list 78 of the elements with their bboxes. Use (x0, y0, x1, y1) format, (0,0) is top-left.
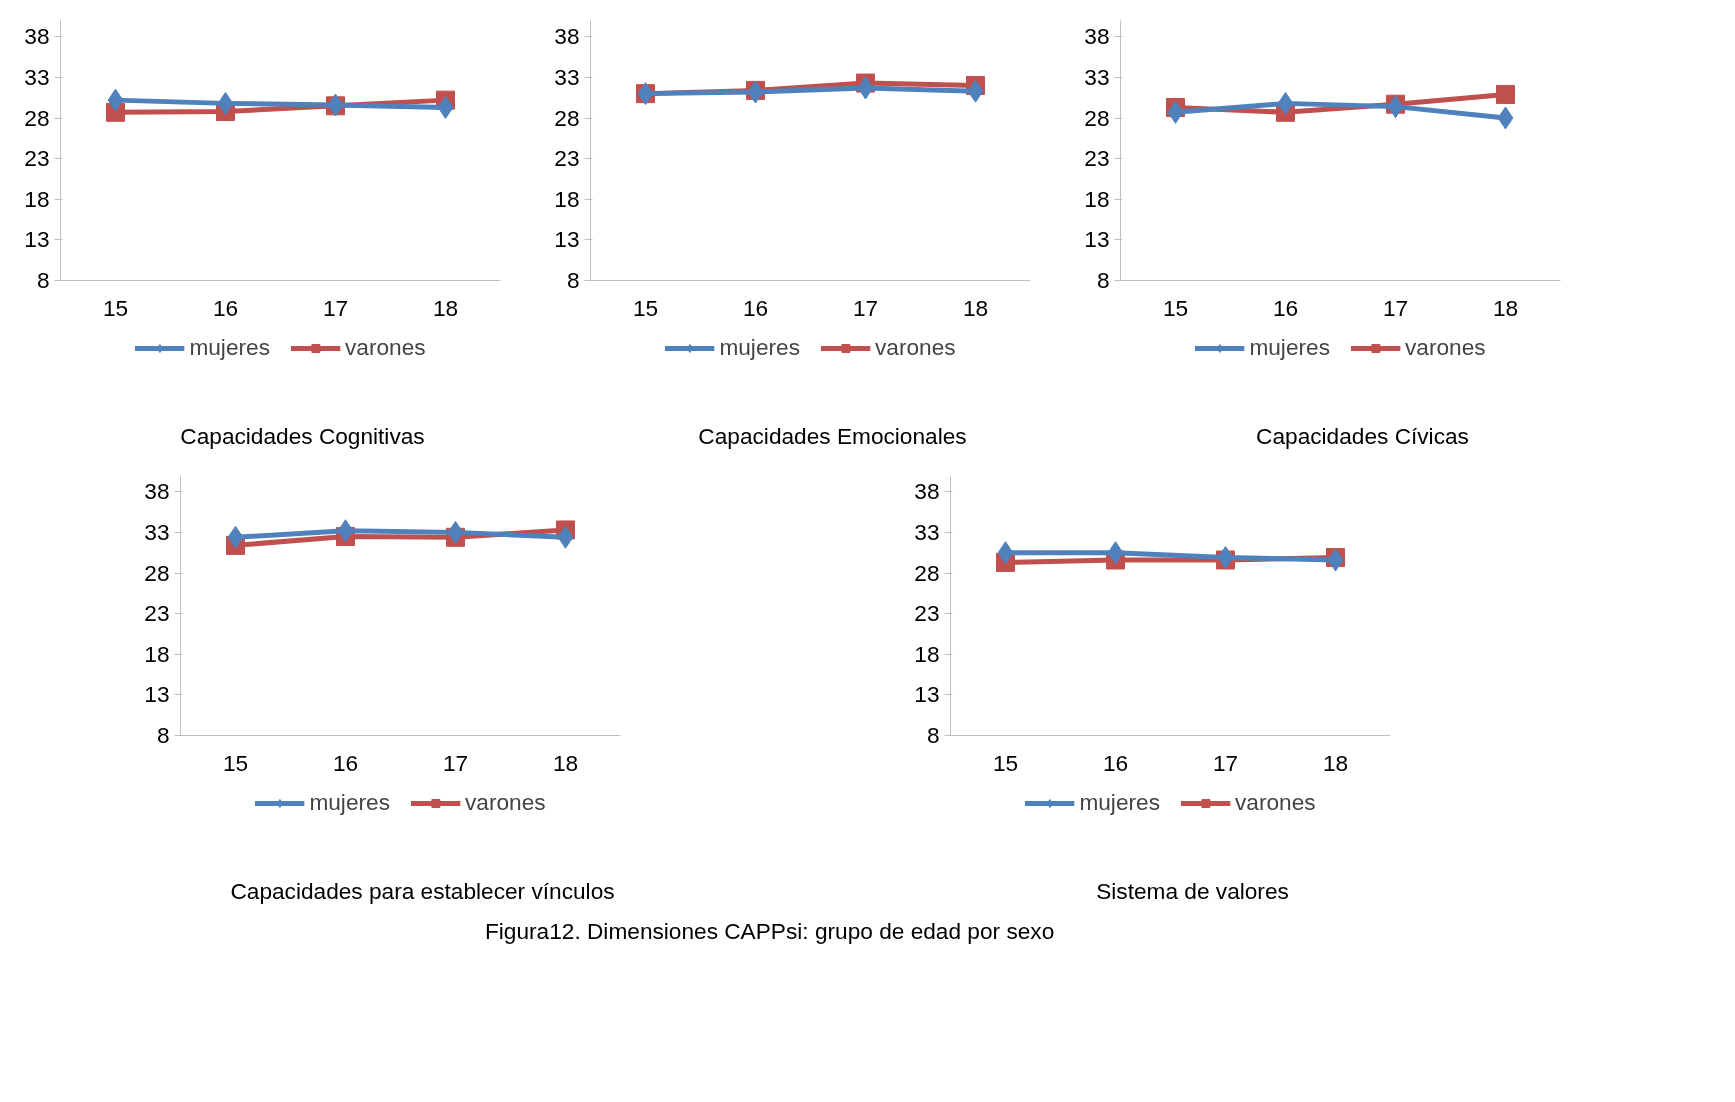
point (1497, 106, 1514, 130)
text: Capacidades para establecer vínculos (230, 878, 615, 905)
x-tick-label: 15 (222, 749, 249, 776)
y-tick-label: 18 (144, 640, 170, 667)
y-tick-label: 28 (24, 104, 50, 131)
x-tick-label: 15 (992, 749, 1019, 776)
x-tick-label: 18 (1322, 749, 1349, 776)
y-tick-label: 18 (24, 185, 50, 212)
text: Sistema de valores (1096, 878, 1289, 905)
point (1167, 100, 1184, 124)
point (1277, 91, 1294, 115)
y-tick-label: 13 (554, 226, 580, 253)
x-tick-label: 17 (1212, 749, 1239, 776)
y-tick-label: 13 (1084, 226, 1110, 253)
x-tick-label: 17 (1382, 294, 1409, 321)
y-tick-label: 33 (1084, 63, 1110, 90)
y-tick-label: 23 (24, 145, 50, 172)
legend-label: varones (874, 334, 956, 361)
point (217, 91, 234, 115)
x-tick-label: 16 (742, 294, 769, 321)
y-tick-label: 8 (156, 722, 170, 748)
x-tick-label: 18 (1492, 294, 1519, 321)
y-tick-label: 23 (1084, 145, 1110, 172)
y-tick-label: 8 (1096, 267, 1110, 293)
y-tick-label: 38 (554, 23, 580, 50)
legend-label: mujeres (189, 334, 270, 361)
legend-label: varones (1234, 789, 1316, 816)
y-tick-label: 28 (914, 559, 940, 586)
y-tick-label: 33 (914, 518, 940, 545)
y-tick-label: 23 (554, 145, 580, 172)
y-tick-label: 8 (926, 722, 940, 748)
x-tick-label: 17 (442, 749, 469, 776)
y-tick-label: 13 (914, 681, 940, 708)
legend-label: mujeres (1079, 789, 1160, 816)
text: Capacidades Cognitivas (180, 423, 425, 450)
y-tick-label: 13 (144, 681, 170, 708)
x-tick-label: 15 (632, 294, 659, 321)
legend-label: varones (344, 334, 426, 361)
y-tick-label: 28 (554, 104, 580, 131)
y-tick-label: 38 (24, 23, 50, 50)
y-tick-label: 18 (914, 640, 940, 667)
point (1496, 84, 1515, 104)
y-tick-label: 33 (24, 63, 50, 90)
x-tick-label: 15 (1162, 294, 1189, 321)
y-tick-label: 18 (1084, 185, 1110, 212)
x-tick-label: 16 (212, 294, 239, 321)
point (437, 95, 454, 119)
y-tick-label: 33 (144, 518, 170, 545)
x-tick-label: 16 (1272, 294, 1299, 321)
legend-label: mujeres (719, 334, 800, 361)
y-tick-label: 23 (144, 600, 170, 627)
point (1387, 95, 1404, 119)
x-tick-label: 18 (432, 294, 459, 321)
legend-label: varones (1404, 334, 1486, 361)
y-tick-label: 38 (1084, 23, 1110, 50)
y-tick-label: 28 (1084, 104, 1110, 131)
legend-label: mujeres (309, 789, 390, 816)
text: Capacidades Cívicas (1256, 423, 1469, 450)
y-tick-label: 18 (554, 185, 580, 212)
x-tick-label: 18 (962, 294, 989, 321)
legend-label: varones (464, 789, 546, 816)
y-tick-label: 8 (36, 267, 50, 293)
y-tick-label: 23 (914, 600, 940, 627)
legend-label: mujeres (1249, 334, 1330, 361)
x-tick-label: 17 (322, 294, 349, 321)
x-tick-label: 16 (332, 749, 359, 776)
x-tick-label: 17 (852, 294, 879, 321)
text: Capacidades Emocionales (698, 423, 967, 450)
y-tick-label: 28 (144, 559, 170, 586)
y-tick-label: 38 (144, 478, 170, 505)
y-tick-label: 13 (24, 226, 50, 253)
point (107, 88, 124, 112)
x-tick-label: 15 (102, 294, 129, 321)
text: Figura12. Dimensiones CAPPsi: grupo de edad por sexo (485, 918, 1055, 944)
x-tick-label: 16 (1102, 749, 1129, 776)
y-tick-label: 33 (554, 63, 580, 90)
y-tick-label: 8 (566, 267, 580, 293)
y-tick-label: 38 (914, 478, 940, 505)
